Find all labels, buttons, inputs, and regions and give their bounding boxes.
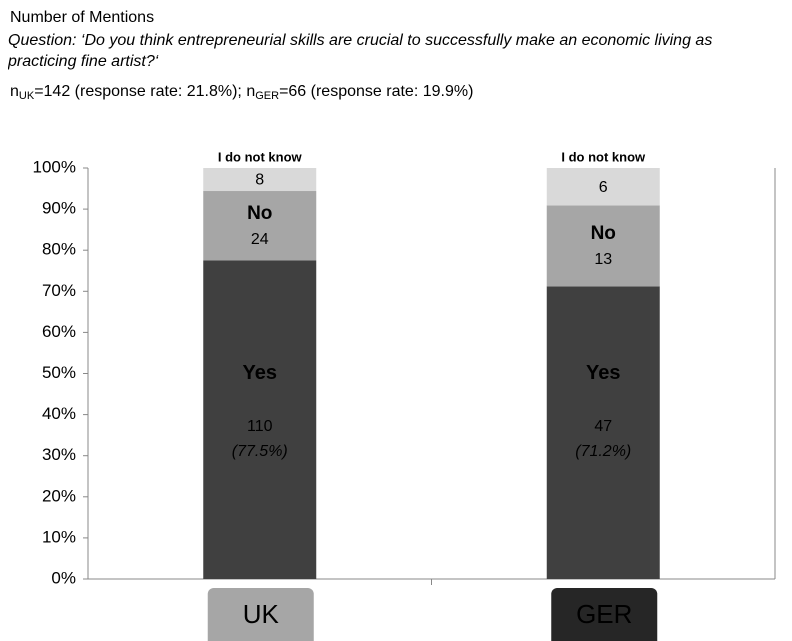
question-box: Question: ‘Do you think entrepreneurial … (8, 32, 713, 70)
value-label: (77.5%) (232, 443, 288, 460)
y-tick-label: 60% (42, 322, 76, 341)
segment-count: 8 (255, 172, 264, 189)
category-box (207, 588, 314, 641)
subtitle: nUK=142 (response rate: 21.8%); nGER=66 … (10, 83, 473, 102)
y-tick-label: 90% (42, 199, 76, 218)
segment-count: 24 (251, 231, 269, 248)
segment-name: No (591, 223, 616, 244)
question: Question: ‘Do you think entrepreneurial … (8, 32, 713, 70)
y-tick-label: 40% (42, 404, 76, 423)
y-tick-label: 20% (42, 486, 76, 505)
subtitle-part: =66 (response rate: 19.9%) (279, 83, 473, 100)
chart-title: Number of Mentions (10, 9, 154, 26)
subtitle-part: =142 (response rate: 21.8%); n (34, 83, 255, 100)
y-tick-label: 70% (42, 281, 76, 300)
y-tick-label: 100% (33, 157, 76, 176)
segment-name: Yes (243, 362, 277, 384)
y-tick-label: 0% (51, 568, 76, 587)
bar-segment (546, 205, 660, 287)
bar-segment (203, 260, 317, 579)
bar-segment (203, 168, 317, 192)
segment-count: 13 (594, 251, 612, 268)
bar-segment (546, 286, 660, 579)
subtitle-part: n (10, 83, 19, 100)
bar-segment (546, 168, 660, 206)
segment-name: I do not know (561, 149, 646, 164)
value-label: (71.2%) (575, 443, 631, 460)
subtitle-sub: GER (255, 90, 279, 102)
category-box (551, 588, 658, 641)
y-tick-label: 30% (42, 445, 76, 464)
segment-count: 6 (599, 179, 608, 196)
segment-name: Yes (586, 362, 620, 384)
segment-name: No (247, 203, 272, 224)
segment-count: 47 (594, 418, 612, 435)
segment-count: 110 (247, 418, 273, 435)
subtitle-sub: UK (19, 90, 35, 102)
bar-segment (203, 191, 317, 261)
y-tick-label: 50% (42, 363, 76, 382)
x-tick-label: UK (243, 599, 280, 629)
y-tick-label: 10% (42, 527, 76, 546)
segment-name: I do not know (218, 149, 303, 164)
x-tick-label: GER (576, 599, 632, 629)
y-tick-label: 80% (42, 240, 76, 259)
